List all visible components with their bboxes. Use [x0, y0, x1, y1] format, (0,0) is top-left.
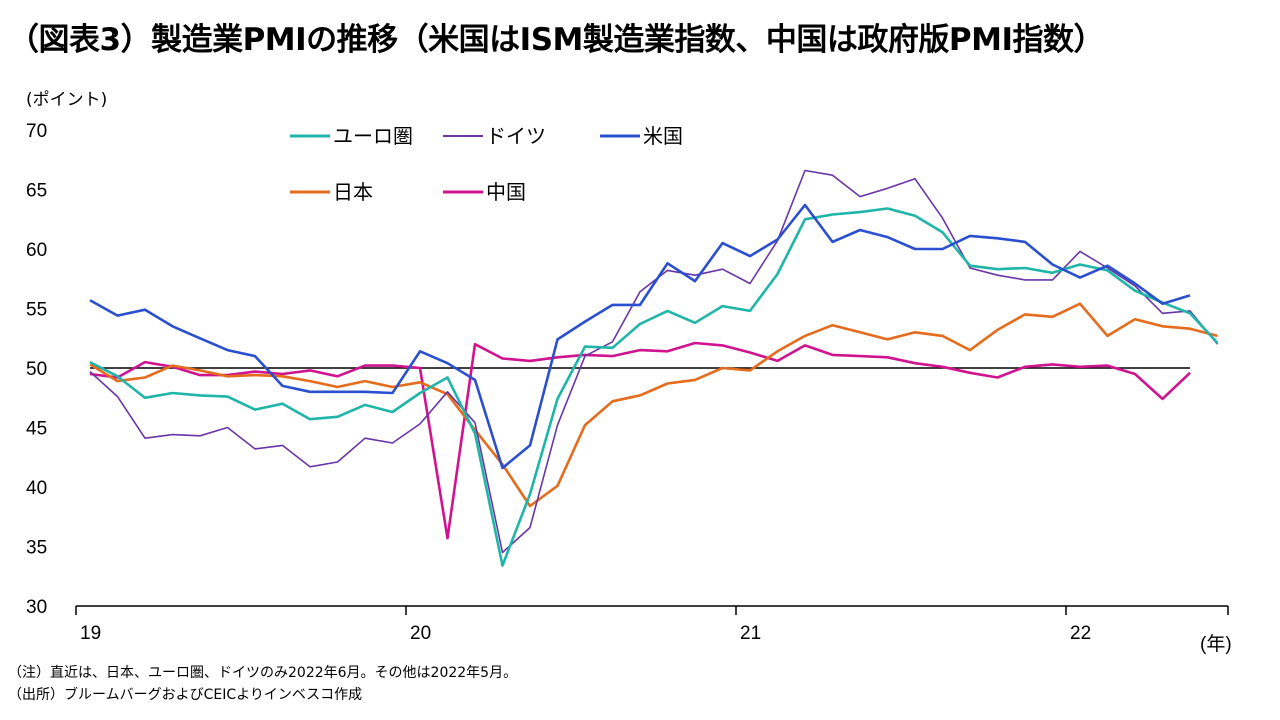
legend-label: 米国	[643, 124, 683, 148]
legend-label: ドイツ	[486, 124, 546, 148]
series-line-0	[89, 207, 1219, 567]
x-tick-label: 20	[410, 623, 431, 644]
footnote-source: （出所）ブルームバーグおよびCEICよりインベスコ作成	[8, 687, 363, 703]
series-line-2	[89, 203, 1191, 470]
legend-label: ユーロ圏	[333, 124, 413, 148]
x-tick-label: 21	[740, 623, 761, 644]
y-tick-label: 50	[26, 359, 47, 380]
y-axis-unit-label: (ポイント)	[26, 90, 107, 110]
y-tick-label: 60	[26, 240, 47, 261]
series-line-3	[89, 302, 1218, 508]
y-tick-label: 55	[26, 300, 47, 321]
y-tick-label: 70	[26, 121, 47, 142]
y-tick-label: 30	[26, 597, 47, 618]
series-line-1	[89, 169, 1219, 554]
x-tick-label: 22	[1070, 623, 1091, 644]
legend-label: 中国	[486, 180, 526, 204]
x-tick-label: 19	[80, 623, 101, 644]
page-title: （図表3）製造業PMIの推移（米国はISM製造業指数、中国は政府版PMI指数）	[8, 22, 1104, 58]
legend-label: 日本	[333, 180, 373, 204]
y-tick-label: 40	[26, 478, 47, 499]
footnote-note: （注）直近は、日本、ユーロ圏、ドイツのみ2022年6月。その他は2022年5月。	[8, 665, 518, 681]
y-tick-label: 35	[26, 538, 47, 559]
series-line-4	[89, 341, 1191, 540]
x-axis-unit-label: (年)	[1200, 633, 1232, 655]
y-tick-label: 45	[26, 419, 47, 440]
y-tick-label: 65	[26, 181, 47, 202]
